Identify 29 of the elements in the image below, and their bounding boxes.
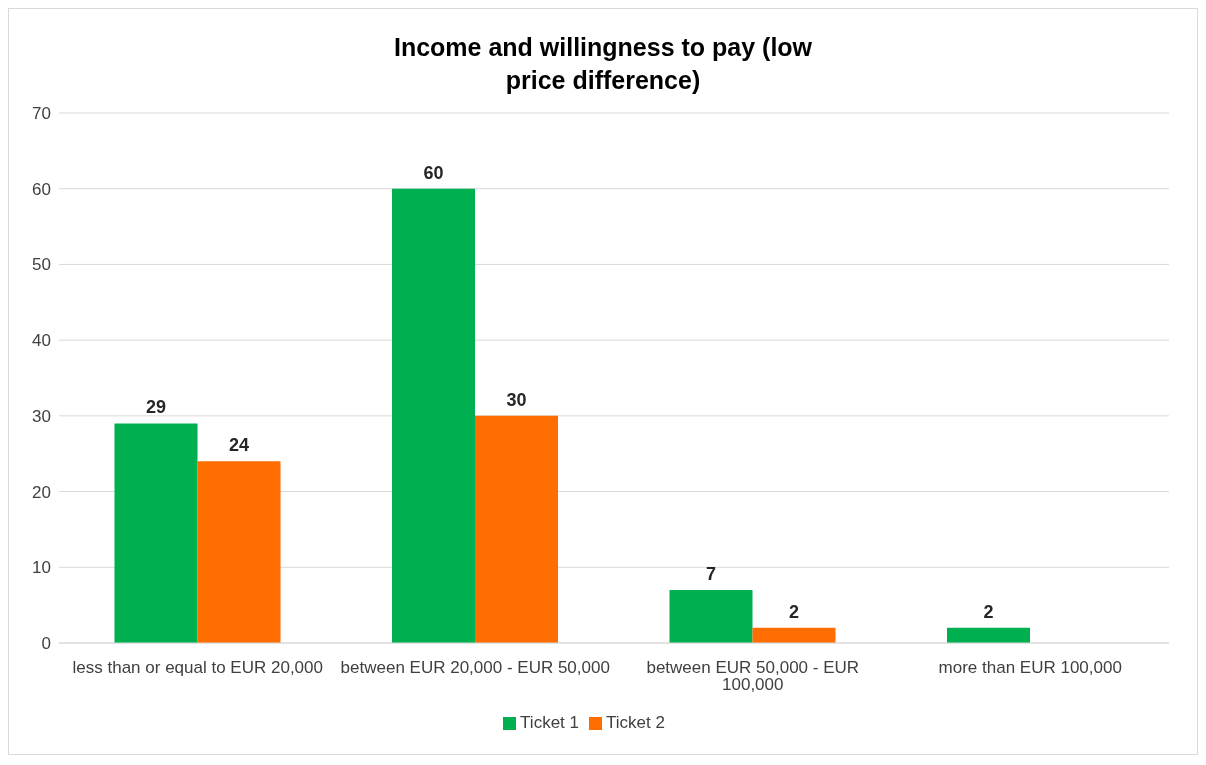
x-tick-label: less than or equal to EUR 20,000 (72, 658, 323, 678)
data-label: 2 (983, 601, 994, 622)
bar (947, 627, 1030, 643)
y-tick-label: 40 (32, 331, 51, 351)
legend-label: Ticket 2 (606, 713, 665, 732)
y-tick-label: 0 (41, 634, 51, 654)
y-tick-label: 70 (32, 104, 51, 124)
legend-label: Ticket 1 (520, 713, 579, 732)
x-tick-label: between EUR 20,000 - EUR 50,000 (340, 658, 610, 678)
bar (392, 188, 475, 643)
y-tick-label: 10 (32, 558, 51, 578)
x-tick-label: between EUR 50,000 - EUR 100,000 (646, 658, 860, 695)
bar (475, 415, 558, 643)
chart-title: Income and willingness to pay (low price difference) (393, 32, 813, 96)
x-tick-label: more than EUR 100,000 (938, 658, 1122, 678)
data-label: 29 (145, 397, 167, 418)
y-tick-label: 50 (32, 255, 51, 275)
data-label: 30 (506, 389, 527, 410)
y-tick-label: 30 (32, 406, 51, 426)
y-tick-label: 60 (32, 179, 51, 199)
data-label: 2 (788, 601, 800, 622)
data-label: 7 (705, 564, 717, 584)
bar (669, 590, 753, 643)
y-tick-label: 20 (32, 482, 51, 502)
bar (114, 423, 198, 643)
data-label: 60 (423, 162, 444, 183)
bar (752, 627, 836, 643)
bar (197, 461, 281, 643)
data-label: 24 (228, 435, 250, 456)
